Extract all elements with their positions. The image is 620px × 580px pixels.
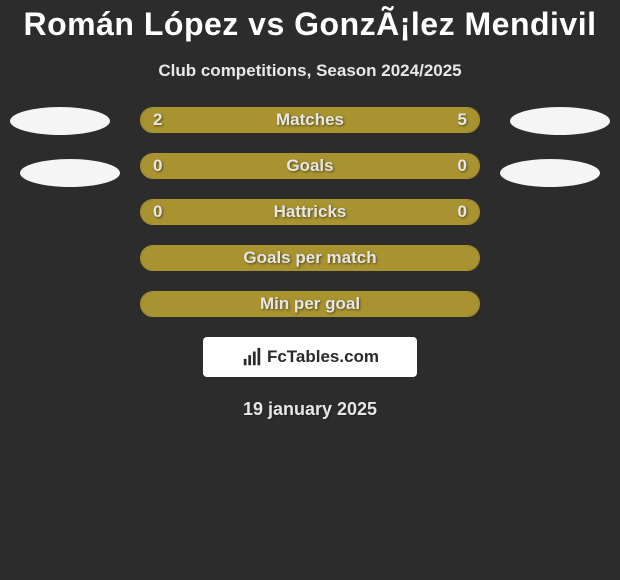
player-badge-left-2 (20, 159, 120, 187)
stat-value-right: 0 (458, 202, 467, 222)
stat-value-right: 5 (458, 110, 467, 130)
subtitle: Club competitions, Season 2024/2025 (0, 61, 620, 81)
page-title: Román López vs GonzÃ¡lez Mendivil (0, 6, 620, 43)
player-badge-right-1 (510, 107, 610, 135)
stat-value-left: 0 (153, 202, 162, 222)
stat-bar-matches: 2 Matches 5 (140, 107, 480, 133)
stat-value-left: 0 (153, 156, 162, 176)
chart-icon (241, 346, 263, 368)
stat-value-right: 0 (458, 156, 467, 176)
stat-bar-min-per-goal: Min per goal (140, 291, 480, 317)
stat-bars: 2 Matches 5 0 Goals 0 0 Hattricks 0 (140, 107, 480, 317)
stat-label: Goals per match (243, 248, 376, 268)
stat-label: Hattricks (274, 202, 347, 222)
bar-right-fill (236, 108, 479, 132)
branding-badge[interactable]: FcTables.com (203, 337, 417, 377)
stats-area: 2 Matches 5 0 Goals 0 0 Hattricks 0 (0, 107, 620, 317)
stat-bar-goals-per-match: Goals per match (140, 245, 480, 271)
stat-value-left: 2 (153, 110, 162, 130)
stat-label: Min per goal (260, 294, 360, 314)
branding-text: FcTables.com (267, 347, 379, 367)
comparison-widget: Román López vs GonzÃ¡lez Mendivil Club c… (0, 0, 620, 420)
player-badge-left-1 (10, 107, 110, 135)
stat-label: Matches (276, 110, 344, 130)
stat-label: Goals (286, 156, 333, 176)
date-line: 19 january 2025 (0, 399, 620, 420)
player-badge-right-2 (500, 159, 600, 187)
stat-bar-hattricks: 0 Hattricks 0 (140, 199, 480, 225)
stat-bar-goals: 0 Goals 0 (140, 153, 480, 179)
